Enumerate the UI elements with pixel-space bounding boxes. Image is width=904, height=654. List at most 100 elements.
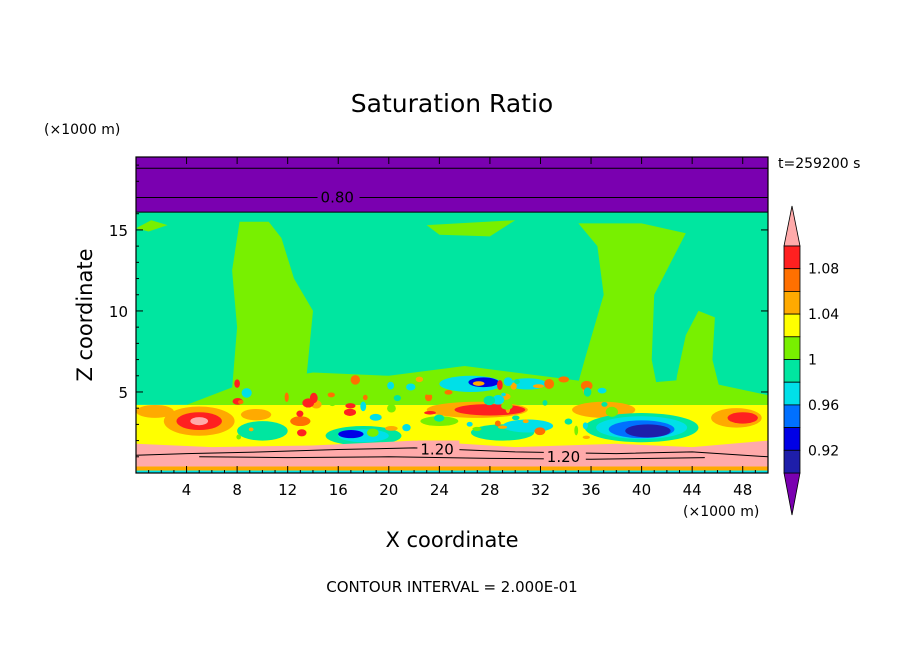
bl-red-2 <box>454 404 526 416</box>
bl-navy-1 <box>625 424 671 438</box>
speckle-68 <box>501 392 506 397</box>
chart-title: Saturation Ratio <box>351 89 553 118</box>
contour-interval-footer: CONTOUR INTERVAL = 2.000E-01 <box>326 578 577 596</box>
speckle-10 <box>369 413 382 421</box>
speckle-53 <box>387 404 396 413</box>
speckle-51 <box>583 387 592 397</box>
colorbar-bottom-arrow <box>783 472 801 516</box>
colorbar-swatch <box>783 268 801 292</box>
speckle-47 <box>585 403 591 412</box>
colorbar-tick-label: 0.92 <box>808 443 839 459</box>
bl-green-1 <box>237 421 288 441</box>
speckle-55 <box>605 406 618 417</box>
time-label: t=259200 s <box>778 156 860 172</box>
bl-blue-1 <box>338 430 364 439</box>
speckle-59 <box>501 402 513 410</box>
speckle-63 <box>582 435 590 439</box>
contour-label-bg <box>317 188 360 205</box>
speckle-11 <box>296 410 304 417</box>
speckle-0 <box>234 379 240 388</box>
contour-lines <box>136 167 768 460</box>
speckle-22 <box>494 420 501 427</box>
speckle-30 <box>327 392 335 398</box>
colorbar-tick-label: 0.96 <box>808 398 839 414</box>
contour-label-bg <box>417 440 460 457</box>
speckle-58 <box>534 427 546 436</box>
speckle-69 <box>466 421 473 427</box>
contour-label: 1.20 <box>547 448 580 466</box>
speckle-36 <box>402 424 411 432</box>
colorbar-swatch <box>783 313 801 338</box>
x-unit-label: (×1000 m) <box>683 504 759 520</box>
plume-2 <box>572 223 686 405</box>
speckle-41 <box>241 388 252 398</box>
speckle-13 <box>406 383 416 391</box>
plume-1 <box>230 221 320 405</box>
speckle-14 <box>424 393 433 402</box>
speckle-33 <box>350 375 361 385</box>
x-tick-label: 20 <box>379 481 398 499</box>
speckle-32 <box>512 415 520 421</box>
x-tick-label: 28 <box>480 481 499 499</box>
x-tick-label: 12 <box>278 481 297 499</box>
speckle-54 <box>483 395 496 406</box>
speckle-67 <box>503 377 513 387</box>
speckle-7 <box>343 408 357 416</box>
speckle-66 <box>542 400 548 406</box>
speckle-43 <box>237 399 244 405</box>
colorbar-swatch <box>783 245 801 270</box>
contour-label: 0.80 <box>321 189 354 207</box>
x-tick-label: 4 <box>182 481 192 499</box>
speckle-46 <box>254 421 267 427</box>
colorbar-swatch <box>783 449 801 474</box>
plot-area <box>136 157 768 473</box>
contour-label-bg <box>543 447 586 464</box>
speckle-24 <box>472 381 485 386</box>
x-tick-label: 8 <box>232 481 242 499</box>
bl-dorange-1 <box>290 416 311 427</box>
x-tick-label: 24 <box>430 481 449 499</box>
speckle-15 <box>328 400 336 407</box>
x-tick-label: 16 <box>329 481 348 499</box>
mid-blue-patch-1 <box>468 377 499 388</box>
x-tick-label: 36 <box>581 481 600 499</box>
speckle-64 <box>497 379 503 390</box>
bl-orange-3 <box>240 408 272 421</box>
x-axis-label: X coordinate <box>385 528 518 552</box>
speckle-60 <box>564 418 573 425</box>
speckle-38 <box>345 403 356 409</box>
speckle-16 <box>532 384 544 389</box>
speckle-39 <box>324 394 329 404</box>
colorbar-tick-label: 1 <box>808 353 817 369</box>
y-axis-label: Z coordinate <box>73 248 97 381</box>
speckle-9 <box>424 410 436 415</box>
speckle-31 <box>387 381 395 390</box>
speckle-49 <box>415 376 424 383</box>
speckle-29 <box>558 376 570 383</box>
surface-orange-strip <box>136 466 768 471</box>
colorbar-tick-label: 1.08 <box>808 262 839 278</box>
speckle-23 <box>574 425 579 436</box>
speckle-28 <box>284 392 289 402</box>
speckle-35 <box>444 390 453 395</box>
y-unit-label: (×1000 m) <box>44 122 120 138</box>
bl-red-3 <box>727 412 758 424</box>
speckle-50 <box>236 434 241 440</box>
colorbar: 0.92 0.96 1 1.04 1.08 <box>783 205 839 516</box>
x-tick-label: 44 <box>683 481 702 499</box>
colorbar-swatch <box>783 336 801 360</box>
upper-left-fringe <box>136 220 168 232</box>
speckle-25 <box>601 401 608 407</box>
colorbar-swatch <box>783 404 801 428</box>
colorbar-swatch <box>783 427 801 451</box>
speckle-65 <box>497 425 508 429</box>
bl-orange-2 <box>136 404 174 418</box>
speckle-62 <box>362 394 368 401</box>
upper-mid-fringe <box>426 220 516 237</box>
colorbar-swatch <box>783 381 801 406</box>
speckle-37 <box>424 391 435 395</box>
x-tick-label: 40 <box>632 481 651 499</box>
speckle-52 <box>597 387 607 394</box>
speckle-20 <box>522 419 529 424</box>
